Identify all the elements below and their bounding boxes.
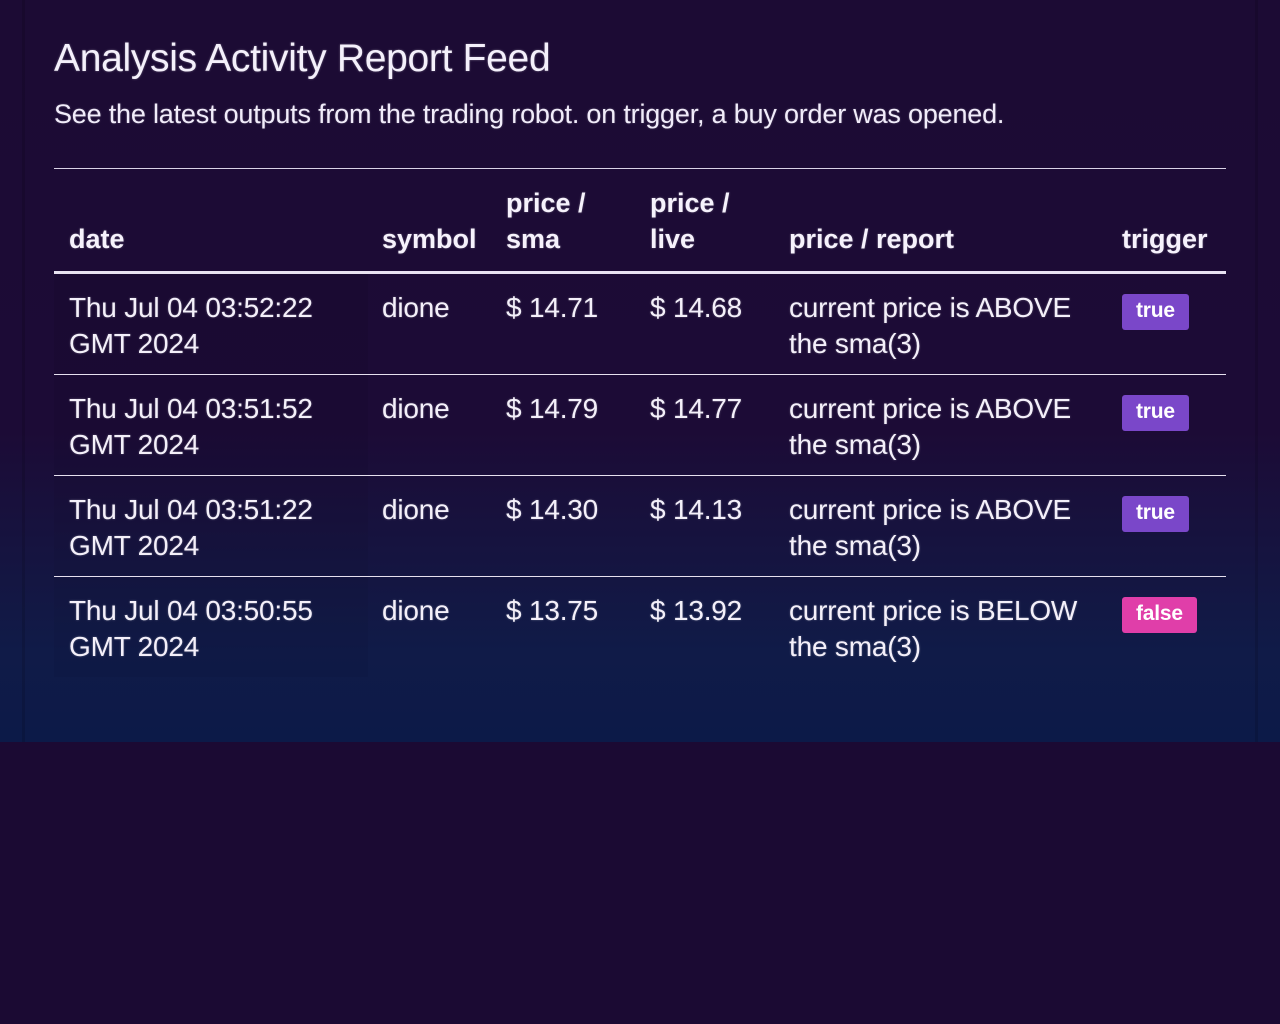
report-line1: current price is ABOVE <box>789 393 1071 424</box>
cell-date: Thu Jul 04 03:50:55 GMT 2024 <box>54 576 368 677</box>
report-line1: current price is ABOVE <box>789 494 1071 525</box>
column-header-trigger: trigger <box>1108 168 1226 274</box>
column-header-price-sma-line2: sma <box>506 224 561 254</box>
column-header-symbol: symbol <box>368 168 491 274</box>
date-line1: Thu Jul 04 03:52:22 <box>69 292 313 323</box>
date-line1: Thu Jul 04 03:50:55 <box>69 595 313 626</box>
date-line1: Thu Jul 04 03:51:52 <box>69 393 313 424</box>
report-panel: Analysis Activity Report Feed See the la… <box>0 0 1280 742</box>
table-header-row: date symbol price / sma price / live price… <box>54 168 1226 274</box>
cell-trigger: true <box>1108 374 1226 476</box>
cell-price-report: current price is BELOW the sma(3) <box>774 577 1108 678</box>
cell-price-live: $ 14.77 <box>635 374 774 476</box>
cell-price-report: current price is ABOVE the sma(3) <box>774 272 1108 375</box>
table-row: Thu Jul 04 03:51:52 GMT 2024 dione $ 14.7… <box>54 374 1226 476</box>
report-line1: current price is ABOVE <box>789 292 1071 323</box>
cell-symbol: dione <box>368 374 491 476</box>
table-header: date symbol price / sma price / live price… <box>54 168 1226 274</box>
activity-report-table: date symbol price / sma price / live price… <box>54 168 1226 677</box>
column-header-price-live-line2: live <box>650 224 696 254</box>
cell-price-sma: $ 14.30 <box>491 475 635 577</box>
panel-edge-right <box>1255 0 1258 742</box>
date-line2: GMT 2024 <box>69 429 200 460</box>
cell-price-report: current price is ABOVE the sma(3) <box>774 374 1108 476</box>
column-header-price-live: price / live <box>635 168 774 274</box>
cell-symbol: dione <box>382 595 450 626</box>
cell-date: Thu Jul 04 03:52:22 GMT 2024 <box>54 272 368 375</box>
trigger-badge: true <box>1122 496 1189 532</box>
cell-price-sma: $ 14.71 <box>491 272 635 375</box>
cell-trigger: false <box>1108 577 1226 678</box>
column-header-price-sma: price / sma <box>491 168 635 274</box>
report-line2: the sma(3) <box>789 429 921 460</box>
report-line1: current price is BELOW <box>789 595 1078 626</box>
column-header-price-sma-line1: price / <box>506 188 586 218</box>
date-line2: GMT 2024 <box>69 328 200 359</box>
column-header-price-live-line1: price / <box>650 188 730 218</box>
column-header-price-report-label: price / report <box>789 224 955 254</box>
column-header-date-label: date <box>69 224 125 254</box>
cell-price-sma: $ 14.79 <box>491 374 635 476</box>
trigger-badge: true <box>1122 294 1189 330</box>
table-row: Thu Jul 04 03:52:22 GMT 2024 dione $ 14.7… <box>54 272 1226 375</box>
page-subtitle: See the latest outputs from the trading … <box>54 99 1005 129</box>
column-header-date: date <box>54 168 368 274</box>
cell-price-live: $ 13.92 <box>650 595 743 626</box>
page-title: Analysis Activity Report Feed <box>54 37 551 80</box>
column-header-symbol-label: symbol <box>382 224 477 254</box>
report-line2: the sma(3) <box>789 530 921 561</box>
cell-price-live: $ 14.13 <box>635 475 774 577</box>
report-line2: the sma(3) <box>789 328 921 359</box>
date-line2: GMT 2024 <box>69 530 200 561</box>
table-row: Thu Jul 04 03:50:55 GMT 2024 dione $ 13.7… <box>54 576 1226 678</box>
cell-symbol: dione <box>368 272 491 375</box>
cell-trigger: true <box>1108 272 1226 375</box>
cell-symbol: dione <box>368 475 491 577</box>
cell-price-live: $ 14.68 <box>635 272 774 375</box>
table-row: Thu Jul 04 03:51:22 GMT 2024 dione $ 14.3… <box>54 475 1226 577</box>
date-line2: GMT 2024 <box>69 631 200 662</box>
table-body: Thu Jul 04 03:52:22 GMT 2024 dione $ 14.7… <box>54 272 1226 678</box>
date-line1: Thu Jul 04 03:51:22 <box>69 494 313 525</box>
cell-trigger: true <box>1108 475 1226 577</box>
column-header-trigger-label: trigger <box>1122 224 1208 254</box>
trigger-badge: false <box>1122 597 1197 633</box>
column-header-price-report: price / report <box>774 168 1108 274</box>
cell-price-sma: $ 13.75 <box>506 595 599 626</box>
cell-date: Thu Jul 04 03:51:52 GMT 2024 <box>54 374 368 476</box>
cell-date: Thu Jul 04 03:51:22 GMT 2024 <box>54 475 368 577</box>
report-content: Analysis Activity Report Feed See the la… <box>54 36 1226 677</box>
cell-price-report: current price is ABOVE the sma(3) <box>774 475 1108 577</box>
report-line2: the sma(3) <box>789 631 921 662</box>
panel-edge-left <box>22 0 25 742</box>
trigger-badge: true <box>1122 395 1189 431</box>
